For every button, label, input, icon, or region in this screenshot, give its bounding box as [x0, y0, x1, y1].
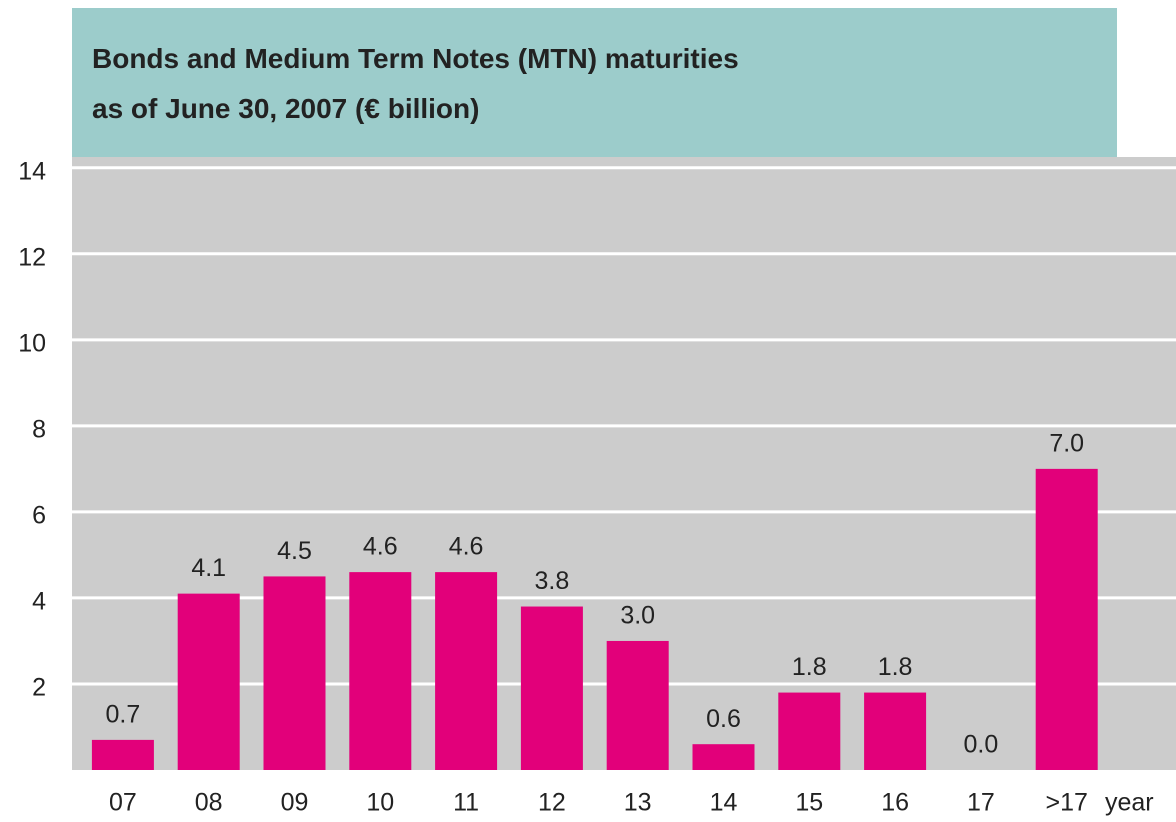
x-tick-label: 16: [881, 789, 909, 817]
value-label: 3.8: [535, 567, 570, 595]
value-label: 0.6: [706, 705, 741, 733]
x-tick-label: 09: [281, 789, 309, 817]
value-label: 4.6: [363, 533, 398, 561]
x-tick-label: 07: [109, 789, 137, 817]
x-tick-label: 10: [366, 789, 394, 817]
x-tick-label: 15: [795, 789, 823, 817]
bar: [177, 593, 240, 770]
x-tick-label: 08: [195, 789, 223, 817]
bar: [349, 572, 412, 770]
value-label: 0.0: [964, 731, 999, 759]
y-tick-label: 6: [32, 502, 46, 530]
x-tick-label: 13: [624, 789, 652, 817]
value-label: 1.8: [878, 653, 913, 681]
y-tick-label: 10: [18, 329, 46, 357]
bar: [91, 739, 154, 770]
y-tick-label: 8: [32, 415, 46, 443]
y-tick-label: 2: [32, 674, 46, 702]
bar: [778, 692, 841, 770]
x-axis-label: year: [1105, 789, 1154, 817]
x-tick-label: 11: [453, 789, 479, 817]
bar: [692, 744, 755, 770]
y-tick-label: 14: [18, 157, 46, 185]
bar: [864, 692, 927, 770]
x-tick-label: 14: [710, 789, 738, 817]
bar: [520, 606, 583, 770]
bar: [435, 572, 498, 770]
value-label: 3.0: [620, 602, 655, 630]
bar: [606, 640, 669, 770]
y-tick-label: 4: [32, 588, 46, 616]
value-label: 0.7: [106, 700, 141, 728]
value-label: 4.5: [277, 537, 312, 565]
title-box: [72, 8, 1117, 157]
x-tick-label: 12: [538, 789, 566, 817]
x-tick-label: 17: [967, 789, 995, 817]
bar: [263, 576, 326, 770]
value-label: 4.1: [191, 554, 226, 582]
value-label: 1.8: [792, 653, 827, 681]
value-label: 4.6: [449, 533, 484, 561]
x-tick-label: >17: [1045, 789, 1087, 817]
bar: [1035, 468, 1098, 770]
chart-title: as of June 30, 2007 (€ billion): [92, 93, 479, 124]
y-tick-label: 12: [18, 243, 46, 271]
value-label: 7.0: [1049, 429, 1084, 457]
chart-title: Bonds and Medium Term Notes (MTN) maturi…: [92, 43, 739, 74]
